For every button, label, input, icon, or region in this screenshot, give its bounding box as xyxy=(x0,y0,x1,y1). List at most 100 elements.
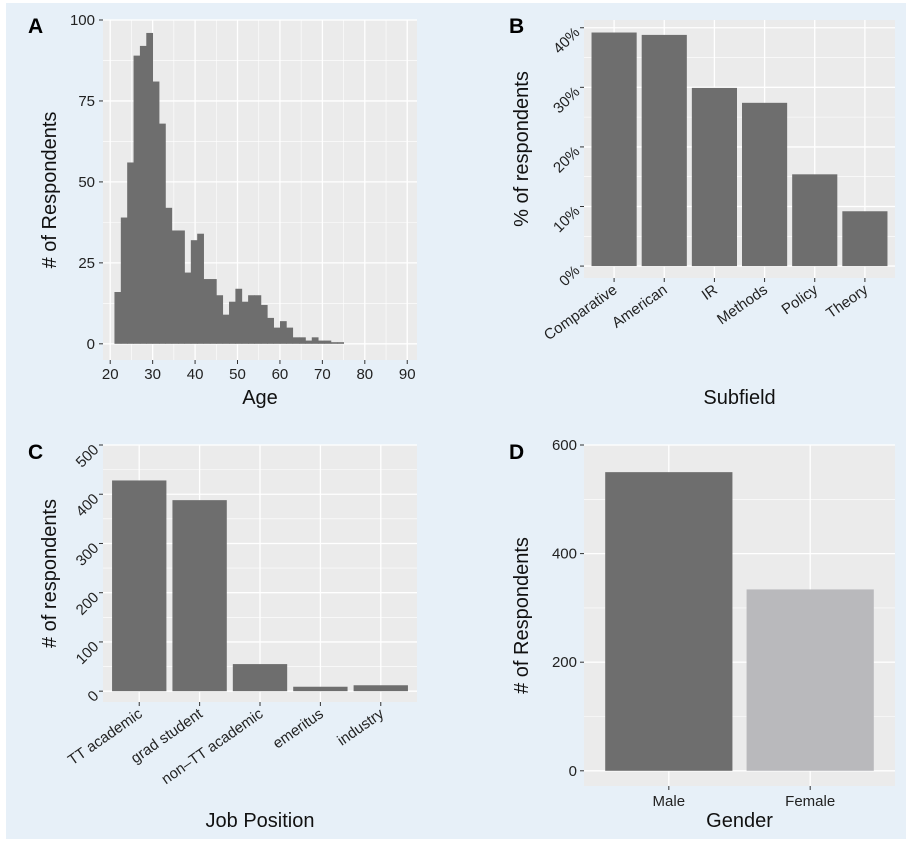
histogram-bar xyxy=(139,45,147,344)
histogram-bar xyxy=(267,317,274,344)
histogram-bar xyxy=(330,342,338,344)
y-tick-label: 0% xyxy=(556,262,583,289)
x-tick-label: 20 xyxy=(102,366,119,383)
histogram-bar xyxy=(235,288,243,344)
panel-a: A 0 25 50 75 100 20 30 40 50 60 70 80 90 Age # of Respo… xyxy=(28,12,417,409)
panel-letter-d: D xyxy=(509,441,524,464)
x-axis-title: Subfield xyxy=(703,387,775,409)
histogram-bar xyxy=(273,327,281,344)
bar-emeritus xyxy=(293,686,348,692)
histogram-bar xyxy=(159,123,166,344)
bar-policy xyxy=(792,174,838,267)
panel-letter-c: C xyxy=(28,441,43,464)
x-tick-label: 60 xyxy=(272,366,289,383)
y-axis-title: # of Respondents xyxy=(39,112,61,269)
bar-tt-academic xyxy=(112,480,167,692)
bar-female xyxy=(746,589,874,771)
histogram-bar xyxy=(337,342,344,344)
x-tick-label: American xyxy=(609,281,671,331)
histogram-bar xyxy=(305,340,313,344)
histogram-bar xyxy=(120,217,128,344)
histogram-bar xyxy=(133,55,141,344)
x-tick-label: Male xyxy=(653,793,686,810)
y-tick-label: 500 xyxy=(73,441,103,471)
panel-letter-b: B xyxy=(509,15,524,38)
x-tick-label: industry xyxy=(334,705,387,749)
panel-d: D 0 200 400 600 Male Female Gender # of Responde… xyxy=(509,437,895,832)
x-tick-label: Methods xyxy=(714,281,771,328)
y-tick-label: 200 xyxy=(552,654,577,671)
x-tick-label: 50 xyxy=(229,366,246,383)
histogram-bar xyxy=(286,327,294,344)
histogram-bar xyxy=(171,230,179,344)
x-tick-label: 90 xyxy=(399,366,416,383)
y-tick-label: 400 xyxy=(552,546,577,563)
y-axis-title: % of respondents xyxy=(511,71,533,227)
chart-canvas: A 0 25 50 75 100 20 30 40 50 60 70 80 90 Age # of Respo… xyxy=(28,12,895,832)
histogram-bar xyxy=(260,304,268,344)
x-tick-label: Policy xyxy=(779,281,822,318)
histogram-bar xyxy=(248,295,255,344)
histogram-bar xyxy=(311,337,319,344)
histogram-bar xyxy=(222,314,230,344)
x-tick-label: emeritus xyxy=(270,705,327,752)
x-axis-title: Job Position xyxy=(206,810,315,832)
bar-industry xyxy=(353,685,408,692)
y-tick-label: 75 xyxy=(78,93,95,110)
bar-non-tt-academic xyxy=(232,664,288,692)
bar-male xyxy=(605,472,733,771)
bar-grad-student xyxy=(172,500,227,692)
y-tick-label: 0 xyxy=(569,763,577,780)
histogram-bar xyxy=(165,207,173,344)
x-tick-label: IR xyxy=(699,281,721,304)
histogram-bar xyxy=(114,292,122,344)
y-axis-title: # of Respondents xyxy=(511,537,533,694)
histogram-bar xyxy=(324,340,332,344)
panel-letter-a: A xyxy=(28,15,43,38)
histogram-bar xyxy=(216,295,224,344)
y-tick-label: 50 xyxy=(78,174,95,191)
histogram-bar xyxy=(203,279,211,344)
histogram-bar xyxy=(146,32,154,344)
y-tick-label: 25 xyxy=(78,255,95,272)
bar-comparative xyxy=(591,32,637,267)
y-tick-label: 200 xyxy=(73,589,103,619)
y-tick-label: 0 xyxy=(87,336,95,353)
x-tick-label: 30 xyxy=(144,366,161,383)
histogram-bar xyxy=(241,301,249,344)
histogram-bar xyxy=(209,279,217,344)
bar-theory xyxy=(842,211,888,267)
histogram-bar xyxy=(184,272,192,344)
x-tick-label: 40 xyxy=(187,366,204,383)
x-axis-title: Gender xyxy=(706,810,773,832)
x-tick-label: 70 xyxy=(314,366,331,383)
histogram-bar xyxy=(279,321,287,344)
y-tick-label: 10% xyxy=(550,203,583,236)
histogram-bar xyxy=(229,301,236,344)
bar-methods xyxy=(742,102,788,267)
histogram-bar xyxy=(178,230,185,344)
x-tick-label: Theory xyxy=(823,281,871,322)
x-tick-label: 80 xyxy=(356,366,373,383)
y-tick-label: 100 xyxy=(73,638,103,668)
histogram-bar xyxy=(254,295,262,344)
y-tick-label: 0 xyxy=(84,688,102,706)
y-tick-label: 30% xyxy=(550,84,583,117)
bar-american xyxy=(641,34,687,267)
x-tick-label: non–TT academic xyxy=(158,705,266,788)
figure: A 0 25 50 75 100 20 30 40 50 60 70 80 90 Age # of Respo… xyxy=(6,3,906,839)
x-tick-label: Comparative xyxy=(541,281,620,344)
y-tick-label: 20% xyxy=(550,143,583,176)
y-tick-label: 600 xyxy=(552,437,577,454)
histogram-bar xyxy=(152,81,160,344)
y-tick-label: 100 xyxy=(70,12,95,29)
y-tick-label: 300 xyxy=(73,540,103,570)
x-tick-label: Female xyxy=(785,793,835,810)
y-tick-label: 40% xyxy=(550,24,583,57)
y-tick-label: 400 xyxy=(73,491,103,521)
histogram-bar xyxy=(190,240,198,344)
histogram-bar xyxy=(292,337,300,344)
histogram-bar xyxy=(299,337,306,344)
